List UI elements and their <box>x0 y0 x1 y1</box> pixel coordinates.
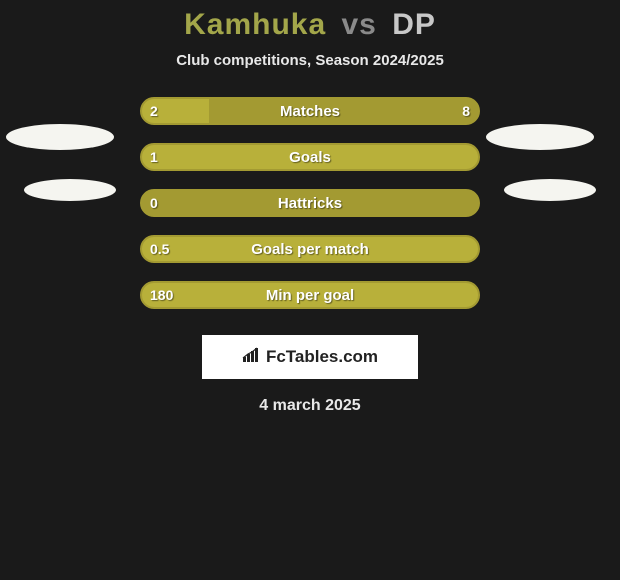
logo-box: FcTables.com <box>202 335 418 379</box>
date: 4 march 2025 <box>0 397 620 415</box>
placeholder-ellipse <box>486 124 594 150</box>
stat-row: Min per goal180 <box>0 281 620 327</box>
placeholder-ellipse <box>24 179 116 201</box>
logo-text: FcTables.com <box>266 347 378 367</box>
bar-track <box>140 189 480 217</box>
bar-fill <box>142 145 478 169</box>
subtitle: Club competitions, Season 2024/2025 <box>0 52 620 69</box>
placeholder-ellipse <box>504 179 596 201</box>
bar-track <box>140 97 480 125</box>
comparison-title: Kamhuka vs DP <box>0 8 620 42</box>
logo: FcTables.com <box>242 347 378 368</box>
placeholder-ellipse <box>6 124 114 150</box>
bar-fill <box>142 237 478 261</box>
bar-track <box>140 235 480 263</box>
bar-track <box>140 281 480 309</box>
player2-name: DP <box>392 8 436 41</box>
bar-fill <box>142 283 478 307</box>
player1-name: Kamhuka <box>184 8 326 41</box>
bar-track <box>140 143 480 171</box>
stat-row: Goals per match0.5 <box>0 235 620 281</box>
vs-text: vs <box>341 8 376 41</box>
bar-fill <box>142 99 209 123</box>
chart-icon <box>242 347 262 368</box>
